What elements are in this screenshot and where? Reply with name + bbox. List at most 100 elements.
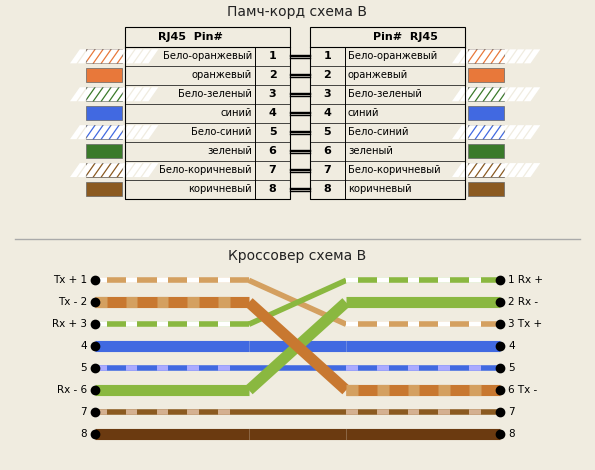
- Polygon shape: [484, 49, 500, 63]
- Text: зеленый: зеленый: [348, 146, 393, 156]
- Text: синий: синий: [221, 108, 252, 118]
- Polygon shape: [134, 163, 151, 177]
- Polygon shape: [78, 87, 94, 101]
- Bar: [86, 106, 122, 120]
- Polygon shape: [102, 125, 118, 139]
- Polygon shape: [142, 87, 158, 101]
- Polygon shape: [516, 49, 533, 63]
- Polygon shape: [110, 125, 126, 139]
- Polygon shape: [452, 125, 468, 139]
- Polygon shape: [126, 125, 142, 139]
- Polygon shape: [476, 163, 492, 177]
- Bar: [86, 144, 122, 158]
- Polygon shape: [94, 125, 110, 139]
- Polygon shape: [468, 49, 484, 63]
- Polygon shape: [476, 125, 492, 139]
- Polygon shape: [500, 87, 516, 101]
- Text: коричневый: коричневый: [189, 184, 252, 194]
- Text: Бело-синий: Бело-синий: [192, 127, 252, 137]
- Text: 3: 3: [269, 89, 276, 99]
- Polygon shape: [78, 125, 94, 139]
- Polygon shape: [94, 163, 110, 177]
- Polygon shape: [516, 87, 533, 101]
- Polygon shape: [78, 49, 94, 63]
- Text: оранжевый: оранжевый: [348, 70, 408, 80]
- Polygon shape: [118, 49, 134, 63]
- Text: 3: 3: [324, 89, 331, 99]
- Polygon shape: [134, 87, 151, 101]
- Polygon shape: [484, 87, 500, 101]
- Text: 1: 1: [268, 51, 276, 62]
- Bar: [86, 163, 122, 177]
- Polygon shape: [468, 87, 484, 101]
- Text: 1: 1: [324, 51, 331, 62]
- Polygon shape: [70, 87, 86, 101]
- Text: 4: 4: [508, 341, 515, 351]
- Polygon shape: [126, 49, 142, 63]
- Text: 6: 6: [268, 146, 277, 156]
- Bar: [86, 182, 122, 196]
- Text: синий: синий: [348, 108, 380, 118]
- Text: зеленый: зеленый: [207, 146, 252, 156]
- Polygon shape: [70, 125, 86, 139]
- Polygon shape: [492, 163, 508, 177]
- Polygon shape: [468, 163, 484, 177]
- Polygon shape: [460, 87, 476, 101]
- Text: оранжевый: оранжевый: [192, 70, 252, 80]
- Polygon shape: [492, 87, 508, 101]
- Text: 8: 8: [268, 184, 276, 194]
- Text: Бело-зеленый: Бело-зеленый: [178, 89, 252, 99]
- Text: 8: 8: [508, 429, 515, 439]
- Polygon shape: [134, 49, 151, 63]
- Bar: [468, 49, 504, 63]
- Text: 6: 6: [324, 146, 331, 156]
- Bar: [468, 182, 504, 196]
- Polygon shape: [524, 163, 540, 177]
- Text: 5: 5: [508, 363, 515, 373]
- Polygon shape: [86, 49, 102, 63]
- Polygon shape: [94, 87, 110, 101]
- Text: 6 Tx -: 6 Tx -: [508, 385, 537, 395]
- Bar: [468, 125, 504, 139]
- Polygon shape: [452, 87, 468, 101]
- Polygon shape: [468, 125, 484, 139]
- Text: Памч-корд схема B: Памч-корд схема B: [227, 5, 367, 19]
- Text: Кроссовер схема B: Кроссовер схема B: [228, 250, 366, 263]
- Bar: [86, 87, 122, 101]
- Polygon shape: [118, 163, 134, 177]
- Text: Tx + 1: Tx + 1: [53, 275, 87, 285]
- Polygon shape: [110, 163, 126, 177]
- Text: 4: 4: [324, 108, 331, 118]
- Bar: [86, 68, 122, 82]
- Bar: [468, 106, 504, 120]
- Bar: [468, 144, 504, 158]
- Bar: [86, 49, 122, 63]
- Polygon shape: [142, 163, 158, 177]
- Polygon shape: [142, 125, 158, 139]
- Polygon shape: [94, 49, 110, 63]
- Polygon shape: [508, 125, 524, 139]
- Text: 8: 8: [80, 429, 87, 439]
- Bar: [125, 27, 290, 198]
- Polygon shape: [500, 125, 516, 139]
- Text: 7: 7: [268, 165, 276, 175]
- Polygon shape: [500, 163, 516, 177]
- Bar: [310, 27, 465, 198]
- Polygon shape: [492, 125, 508, 139]
- Bar: [468, 163, 504, 177]
- Text: Tx - 2: Tx - 2: [58, 298, 87, 307]
- Polygon shape: [452, 49, 468, 63]
- Polygon shape: [126, 87, 142, 101]
- Polygon shape: [476, 87, 492, 101]
- Polygon shape: [78, 163, 94, 177]
- Text: Бело-оранжевый: Бело-оранжевый: [163, 51, 252, 62]
- Text: 5: 5: [269, 127, 276, 137]
- Polygon shape: [484, 125, 500, 139]
- Bar: [468, 68, 504, 82]
- Text: 2: 2: [268, 70, 276, 80]
- Text: 3 Tx +: 3 Tx +: [508, 319, 542, 329]
- Polygon shape: [524, 49, 540, 63]
- Polygon shape: [118, 87, 134, 101]
- Polygon shape: [86, 125, 102, 139]
- Polygon shape: [102, 49, 118, 63]
